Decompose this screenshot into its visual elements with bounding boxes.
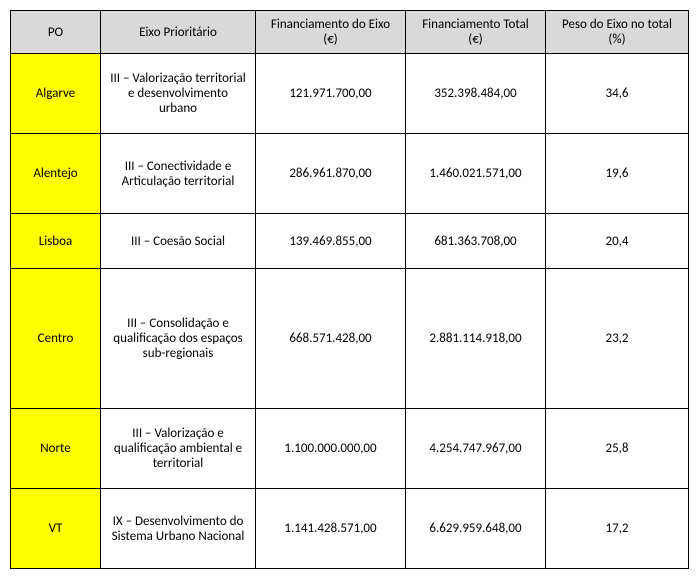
cell-eixo: III – Coesão Social [101,214,256,269]
cell-peso: 17,2 [546,489,689,569]
cell-fin-total: 352.398.484,00 [406,54,546,134]
table-row: AlgarveIII – Valorização territorial e d… [11,54,689,134]
table-row: CentroIII – Consolidação e qualificação … [11,269,689,409]
cell-fin-eixo: 1.141.428.571,00 [256,489,406,569]
cell-po: Algarve [11,54,101,134]
cell-fin-total: 1.460.021.571,00 [406,134,546,214]
cell-fin-total: 6.629.959.648,00 [406,489,546,569]
cell-po: Norte [11,409,101,489]
cell-peso: 34,6 [546,54,689,134]
cell-fin-eixo: 1.100.000.000,00 [256,409,406,489]
cell-fin-total: 2.881.114.918,00 [406,269,546,409]
table-row: LisboaIII – Coesão Social139.469.855,006… [11,214,689,269]
cell-po: VT [11,489,101,569]
cell-eixo: III – Consolidação e qualificação dos es… [101,269,256,409]
header-po: PO [11,11,101,54]
cell-peso: 25,8 [546,409,689,489]
cell-eixo: III – Valorização territorial e desenvol… [101,54,256,134]
cell-po: Alentejo [11,134,101,214]
table-header-row: PO Eixo Prioritário Financiamento do Eix… [11,11,689,54]
cell-eixo: IX – Desenvolvimento do Sistema Urbano N… [101,489,256,569]
header-fin-eixo: Financiamento do Eixo (€) [256,11,406,54]
cell-peso: 19,6 [546,134,689,214]
cell-fin-eixo: 121.971.700,00 [256,54,406,134]
table-body: AlgarveIII – Valorização territorial e d… [11,54,689,569]
table-row: NorteIII – Valorização e qualificação am… [11,409,689,489]
cell-fin-eixo: 668.571.428,00 [256,269,406,409]
header-peso: Peso do Eixo no total (%) [546,11,689,54]
cell-peso: 23,2 [546,269,689,409]
financing-table: PO Eixo Prioritário Financiamento do Eix… [10,10,689,569]
cell-po: Centro [11,269,101,409]
cell-po: Lisboa [11,214,101,269]
cell-eixo: III – Conectividade e Articulação territ… [101,134,256,214]
cell-fin-total: 681.363.708,00 [406,214,546,269]
cell-fin-eixo: 139.469.855,00 [256,214,406,269]
cell-eixo: III – Valorização e qualificação ambient… [101,409,256,489]
header-eixo: Eixo Prioritário [101,11,256,54]
cell-peso: 20,4 [546,214,689,269]
header-fin-total: Financiamento Total (€) [406,11,546,54]
table-row: AlentejoIII – Conectividade e Articulaçã… [11,134,689,214]
table-row: VTIX – Desenvolvimento do Sistema Urbano… [11,489,689,569]
cell-fin-total: 4.254.747.967,00 [406,409,546,489]
cell-fin-eixo: 286.961.870,00 [256,134,406,214]
